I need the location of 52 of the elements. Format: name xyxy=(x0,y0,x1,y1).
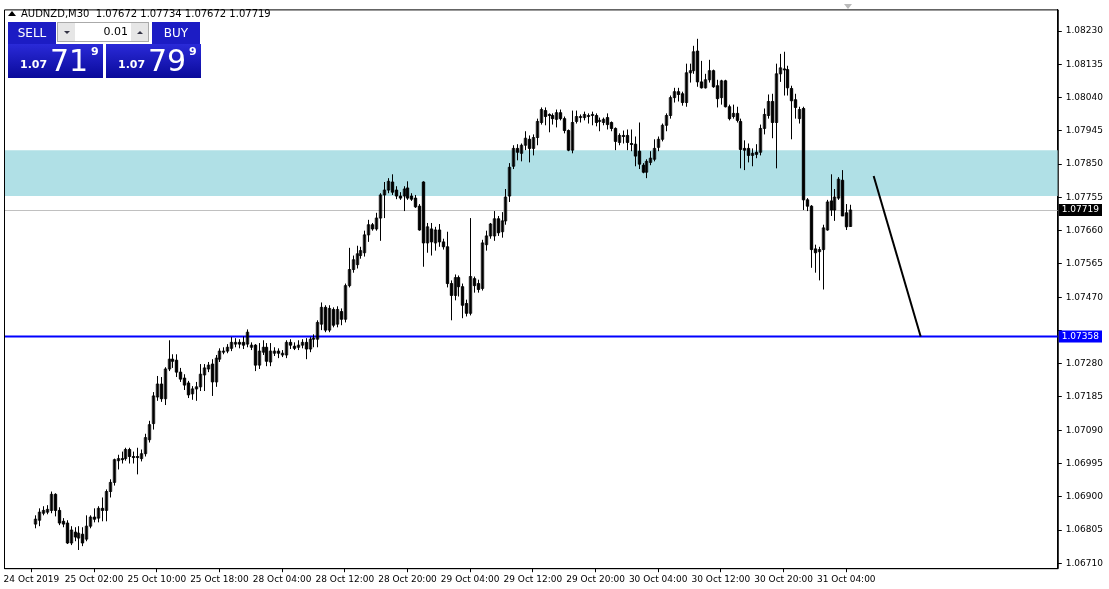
annotation: BUY xyxy=(163,26,189,40)
x-tick-label: 28 Oct 12:00 xyxy=(315,573,375,584)
annotation: 79 xyxy=(148,43,187,78)
candlestick xyxy=(257,342,262,370)
ref-line-label: 1.07719 xyxy=(1061,204,1100,215)
y-tick-label: 1.07090 xyxy=(1065,424,1104,435)
y-tick-label: 1.07280 xyxy=(1065,358,1104,369)
chart-title: AUDNZD,M30 1.07672 1.07734 1.07672 1.07719 xyxy=(21,8,271,19)
annotation: 71 xyxy=(50,43,89,78)
candlestick xyxy=(198,363,203,392)
x-tick-label: 24 Oct 2019 xyxy=(3,573,60,584)
annotation: SELL xyxy=(17,26,47,40)
x-tick-label: 31 Oct 04:00 xyxy=(816,573,876,584)
x-tick-label: 28 Oct 04:00 xyxy=(252,573,312,584)
y-tick-label: 1.06900 xyxy=(1065,491,1104,502)
y-tick-label: 1.06710 xyxy=(1065,557,1104,568)
x-tick-label: 25 Oct 10:00 xyxy=(127,573,187,584)
annotation: 9 xyxy=(189,45,197,58)
y-tick-label: 1.06995 xyxy=(1065,457,1103,468)
x-tick-label: 25 Oct 18:00 xyxy=(190,573,250,584)
x-tick-label: 29 Oct 12:00 xyxy=(503,573,563,584)
y-tick-label: 1.07850 xyxy=(1065,158,1104,169)
x-tick-label: 30 Oct 12:00 xyxy=(691,573,751,584)
y-tick-label: 1.07185 xyxy=(1065,391,1103,402)
candlestick xyxy=(774,63,779,169)
annotation: 1.07 xyxy=(20,58,48,71)
y-tick-label: 1.07565 xyxy=(1065,258,1103,269)
candlestick xyxy=(719,79,724,106)
x-tick-label: 29 Oct 20:00 xyxy=(566,573,626,584)
candlestick xyxy=(433,226,438,252)
annotation: 1.07 xyxy=(118,58,146,71)
candlestick xyxy=(707,59,712,84)
x-tick-label: 30 Oct 04:00 xyxy=(628,573,688,584)
x-tick-label: 29 Oct 04:00 xyxy=(440,573,500,584)
y-tick-label: 1.08135 xyxy=(1065,58,1103,69)
y-tick-label: 1.08230 xyxy=(1065,25,1104,36)
ref-line-label: 1.07358 xyxy=(1061,330,1100,341)
x-tick-label: 28 Oct 20:00 xyxy=(378,573,438,584)
candlestick xyxy=(327,304,332,333)
candlestick xyxy=(848,204,853,227)
y-tick-label: 1.07945 xyxy=(1065,125,1103,136)
y-tick-label: 1.07755 xyxy=(1065,191,1103,202)
y-tick-label: 1.07470 xyxy=(1065,291,1104,302)
y-tick-label: 1.06805 xyxy=(1065,524,1103,535)
annotation: 0.01 xyxy=(103,25,128,38)
annotation: 9 xyxy=(91,45,99,58)
y-tick-label: 1.07660 xyxy=(1065,225,1104,236)
y-tick-label: 1.08040 xyxy=(1065,91,1104,102)
x-tick-label: 25 Oct 02:00 xyxy=(64,573,124,584)
candlestick xyxy=(382,181,387,219)
candlestick xyxy=(523,130,528,151)
x-tick-label: 30 Oct 20:00 xyxy=(754,573,814,584)
